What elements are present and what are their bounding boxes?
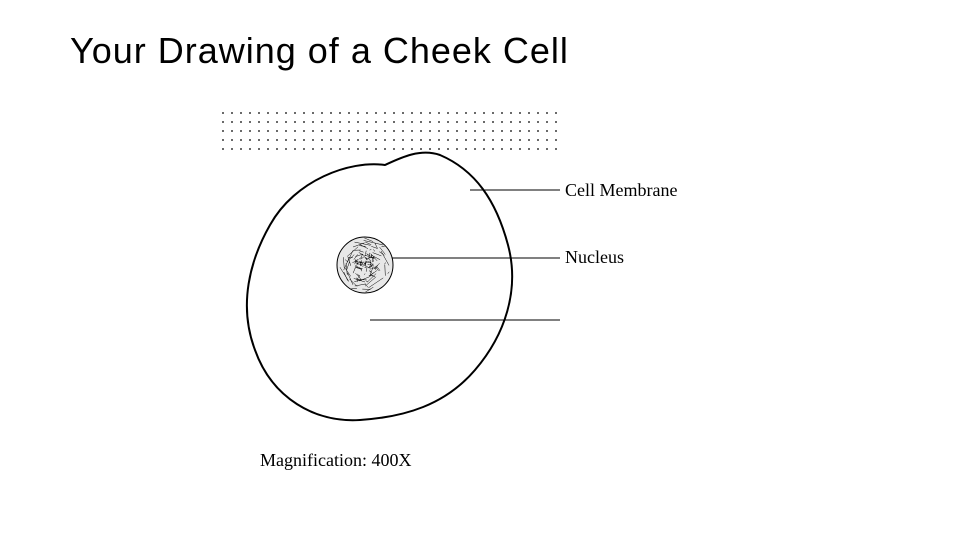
nucleus-shape (337, 237, 393, 293)
magnification-label: Magnification: 400X (260, 450, 411, 471)
cell-svg (210, 110, 770, 480)
label-cell-membrane: Cell Membrane (565, 180, 685, 202)
dotted-band (222, 112, 557, 150)
cell-diagram (210, 110, 770, 480)
page-title: Your Drawing of a Cheek Cell (70, 30, 569, 72)
label-nucleus: Nucleus (565, 247, 624, 269)
